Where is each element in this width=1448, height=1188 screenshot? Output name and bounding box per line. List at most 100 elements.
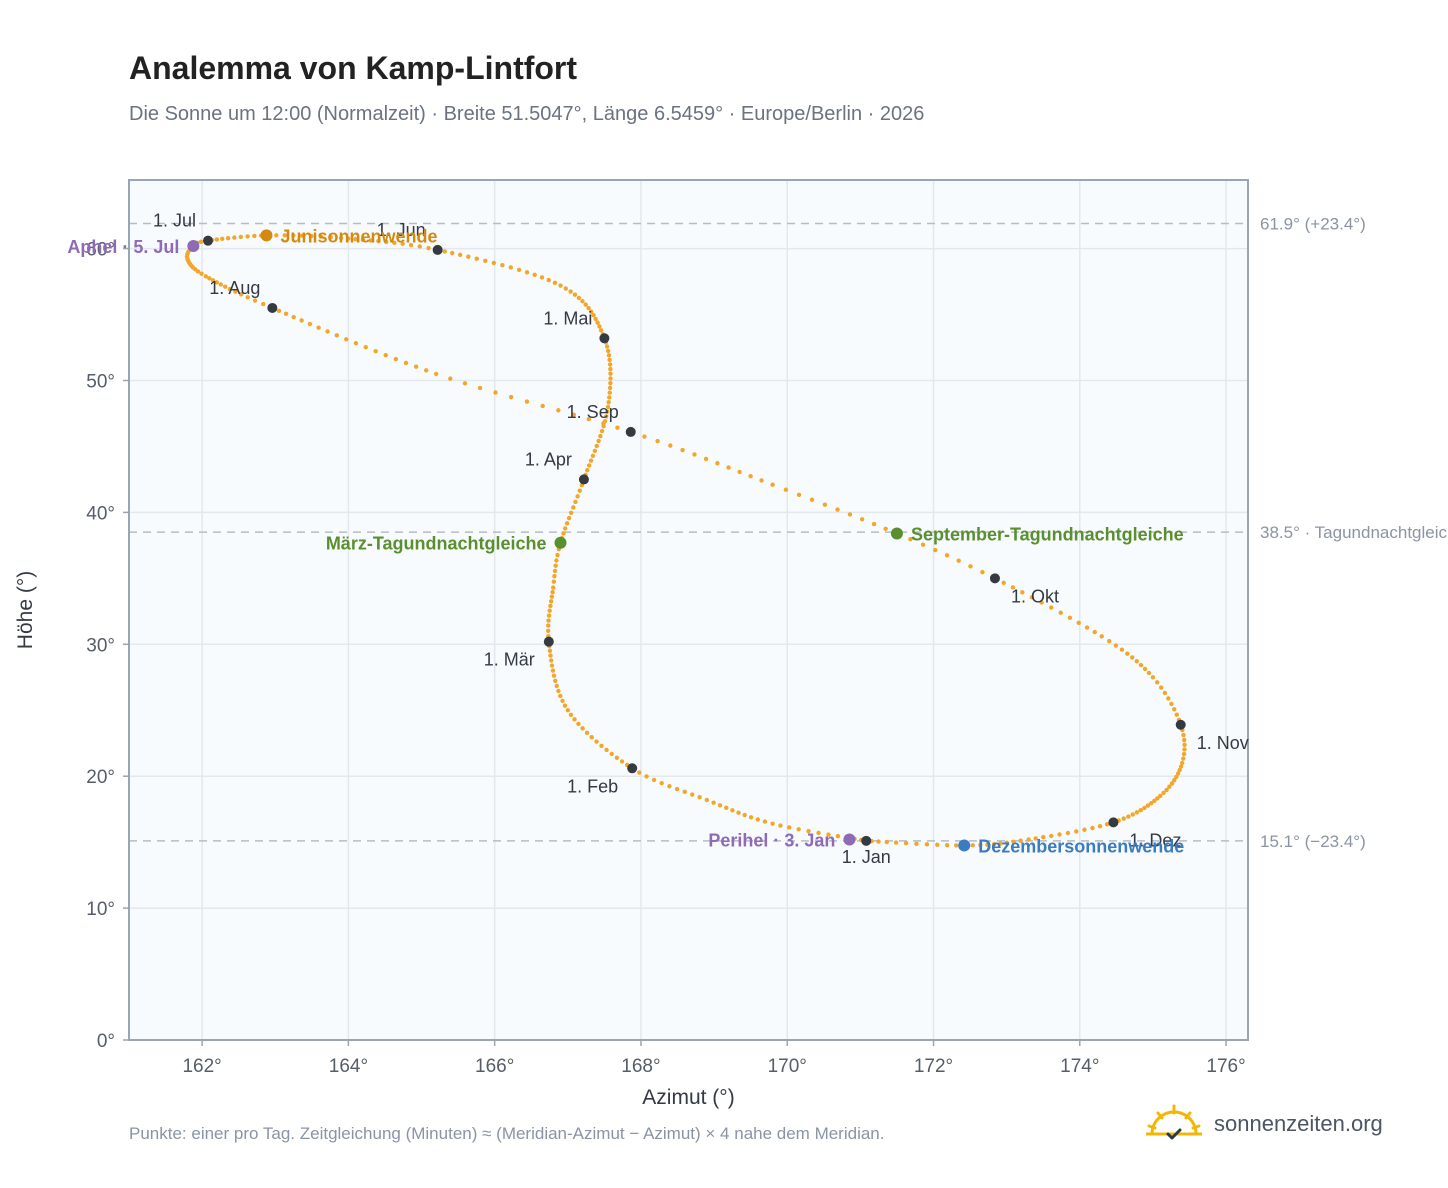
daily-sun-point: [1182, 747, 1187, 752]
month-label: 1. Okt: [1011, 586, 1059, 606]
daily-sun-point: [539, 275, 545, 280]
daily-sun-point: [575, 494, 580, 499]
daily-sun-point: [560, 698, 565, 704]
daily-sun-point: [309, 233, 314, 239]
daily-sun-point: [1142, 666, 1148, 672]
daily-sun-point: [1125, 651, 1130, 656]
x-tick-label: 174°: [1060, 1056, 1099, 1077]
daily-sun-point: [1142, 805, 1147, 811]
daily-sun-point: [548, 599, 554, 604]
daily-sun-point: [748, 815, 754, 820]
daily-sun-point: [908, 537, 913, 542]
daily-sun-point: [597, 324, 602, 329]
month-label: 1. Nov: [1197, 733, 1249, 753]
daily-sun-point: [608, 366, 613, 372]
daily-sun-point: [1058, 610, 1063, 615]
daily-sun-point: [1067, 615, 1073, 621]
daily-sun-point: [568, 510, 574, 516]
daily-sun-point: [737, 469, 742, 475]
event-label: Perihel · 3. Jan: [708, 831, 835, 851]
daily-sun-point: [586, 416, 591, 422]
daily-sun-point: [252, 233, 257, 239]
daily-sun-point: [338, 235, 344, 241]
daily-sun-point: [755, 817, 761, 822]
daily-sun-point: [546, 623, 551, 628]
daily-sun-point: [203, 274, 208, 279]
y-tick-label: 60°: [86, 240, 115, 261]
x-tick-label: 164°: [329, 1056, 368, 1077]
daily-sun-point: [1166, 696, 1171, 701]
daily-sun-point: [835, 507, 840, 512]
daily-sun-point: [548, 603, 553, 609]
daily-sun-point: [550, 668, 556, 673]
daily-sun-point: [573, 499, 578, 505]
daily-sun-point: [291, 233, 296, 238]
daily-sun-point: [1029, 595, 1035, 600]
daily-sun-point: [599, 428, 605, 434]
daily-sun-point: [1039, 600, 1044, 605]
daily-sun-point: [588, 458, 594, 463]
daily-sun-point: [1172, 778, 1177, 783]
daily-sun-point: [682, 789, 687, 795]
month-label: 1. Jul: [153, 211, 196, 231]
daily-sun-point: [1177, 767, 1182, 773]
daily-sun-point: [563, 526, 568, 531]
daily-sun-point: [282, 233, 287, 238]
month-label: 1. Dez: [1129, 830, 1181, 850]
daily-sun-point: [690, 792, 695, 797]
month-label: 1. Aug: [209, 278, 260, 298]
brand[interactable]: sonnenzeiten.org: [1146, 1100, 1383, 1148]
daily-sun-point: [1126, 814, 1131, 819]
event-marker: [187, 239, 200, 252]
month-marker: [625, 426, 636, 437]
daily-sun-point: [607, 395, 612, 400]
daily-sun-point: [589, 735, 594, 740]
daily-sun-point: [599, 743, 604, 749]
daily-sun-point: [614, 755, 620, 760]
y-tick-label: 20°: [86, 767, 115, 788]
daily-sun-point: [551, 673, 557, 678]
daily-sun-point: [566, 515, 572, 521]
x-tick-label: 168°: [621, 1056, 660, 1077]
month-marker: [267, 302, 278, 313]
daily-sun-point: [408, 242, 414, 248]
plot-area: [129, 180, 1248, 1040]
month-marker: [627, 763, 638, 774]
daily-sun-point: [644, 774, 649, 779]
daily-sun-point: [483, 258, 488, 263]
daily-sun-point: [210, 278, 216, 283]
daily-sun-point: [667, 784, 672, 789]
daily-sun-point: [562, 703, 568, 708]
daily-sun-point: [1074, 829, 1079, 834]
daily-sun-point: [586, 463, 592, 468]
daily-sun-point: [1049, 833, 1054, 839]
daily-sun-point: [998, 841, 1003, 846]
event-marker: [843, 833, 856, 846]
daily-sun-point: [606, 353, 612, 358]
daily-sun-point: [450, 250, 455, 256]
daily-sun-point: [568, 289, 573, 294]
daily-sun-point: [1138, 662, 1144, 668]
daily-sun-point: [360, 237, 366, 242]
daily-sun-point: [1082, 827, 1087, 832]
daily-sun-point: [550, 585, 556, 590]
daily-sun-point: [214, 280, 219, 285]
daily-sun-point: [493, 390, 498, 395]
daily-sun-point: [540, 403, 545, 409]
daily-sun-point: [606, 399, 611, 405]
daily-sun-point: [787, 825, 792, 830]
month-marker: [1108, 817, 1119, 828]
daily-sun-point: [592, 448, 598, 454]
daily-sun-point: [1158, 793, 1163, 799]
y-tick-label: 40°: [86, 503, 115, 524]
daily-sun-point: [549, 663, 555, 668]
event-marker: [890, 527, 903, 540]
daily-sun-point: [1146, 670, 1152, 676]
daily-sun-point: [809, 497, 815, 502]
daily-sun-point: [368, 238, 373, 243]
month-marker: [1175, 719, 1186, 730]
daily-sun-point: [568, 712, 574, 717]
daily-sun-point: [1090, 825, 1095, 831]
daily-sun-point: [553, 563, 558, 568]
daily-sun-point: [1181, 732, 1186, 738]
